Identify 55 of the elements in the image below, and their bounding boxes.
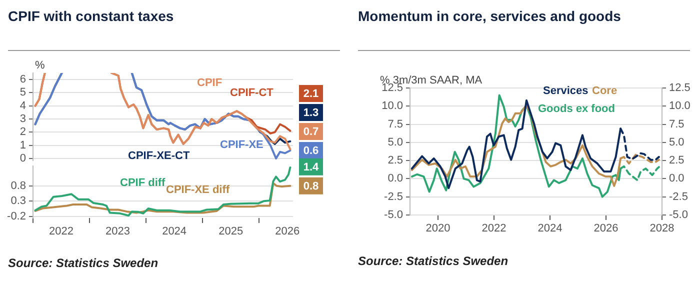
x-tick-label: 2026 [275,226,300,238]
series-label: CPIF-XE-CT [128,150,190,162]
y2-tick-label: 12.5 [669,82,690,94]
text: Core [592,85,618,98]
data-label: 1.3 [303,107,319,120]
y-axis-title: % [35,60,45,72]
x-tick-label: 2025 [218,226,244,238]
y-tick-label: -5.0 [384,209,403,222]
chart-title: CPIF with constant taxes [8,6,340,51]
y2-tick-label: 10.0 [669,100,690,112]
y2-tick-label: 0.0 [669,172,684,185]
x-tick-label: 2020 [426,222,450,235]
y-tick-label: 0.8 [10,180,26,192]
source-note: Source: Statistics Sweden [358,254,510,268]
chart-title: Momentum in core, services and goods [358,6,690,51]
y-tick-label: 5.0 [388,136,403,148]
y2-tick-label: 5.0 [669,136,684,148]
y-tick-label: 3 [20,113,26,126]
y-tick-label: 5 [20,86,26,99]
series-label: Goods ex food [538,103,615,116]
data-label: 0.7 [303,126,319,138]
y-tick-label: 4 [20,100,26,112]
y2-tick-label: 2.5 [669,154,684,167]
x-tick-label: 2024 [538,222,562,235]
series-label: Services [543,85,588,98]
x-tick-label: 2023 [106,226,130,238]
y-tick-label: -0.2 [7,210,26,222]
y-tick-label: -2.5 [384,190,403,203]
text: CPIF [197,77,222,90]
y-tick-label: 7.5 [388,118,403,130]
x-tick-label: 2026 [594,222,618,235]
y2-tick-label: -2.5 [669,190,688,203]
data-label: 0.6 [303,145,319,158]
y-tick-label: 2 [20,126,26,138]
series-label: CPIF-XE diff [166,184,230,196]
y-tick-label: 6 [20,74,26,86]
series-label: CPIF diff [120,177,166,190]
legend-label: CPIF-CT [230,87,274,100]
y2-tick-label: -5.0 [669,209,688,222]
y2-tick-label: 7.5 [669,118,684,130]
y-tick-label: 2.5 [388,154,403,167]
y-tick-label: 10.0 [382,100,403,112]
source-note: Source: Statistics Sweden [8,256,160,270]
data-label: 0.8 [303,180,319,192]
data-label: 1.4 [303,161,320,174]
y-tick-label: 0 [20,152,26,164]
y-tick-label: 0.3 [10,195,26,208]
y-tick-label: 0.0 [388,172,403,185]
x-tick-label: 2024 [162,226,187,238]
x-tick-label: 2028 [650,222,674,235]
data-label: 2.1 [303,88,319,100]
y-tick-label: 1 [20,139,26,152]
x-tick-label: 2022 [482,222,506,235]
x-tick-label: 2022 [49,226,74,238]
series-label: CPIF-XE [220,139,264,152]
